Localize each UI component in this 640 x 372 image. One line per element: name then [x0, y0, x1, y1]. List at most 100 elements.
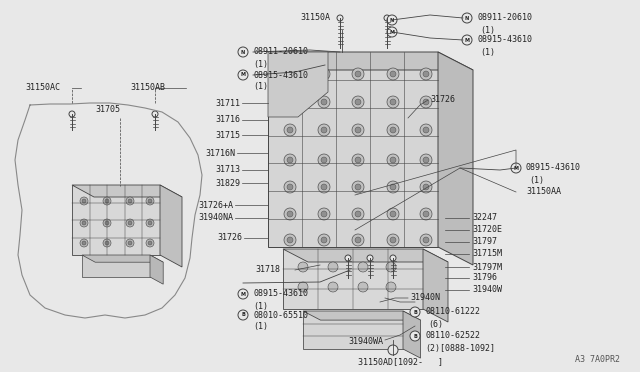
- Circle shape: [103, 219, 111, 227]
- Circle shape: [105, 241, 109, 245]
- Circle shape: [105, 221, 109, 225]
- Circle shape: [318, 181, 330, 193]
- Circle shape: [355, 211, 361, 217]
- Polygon shape: [303, 311, 403, 349]
- Circle shape: [355, 184, 361, 190]
- Text: M: M: [513, 166, 518, 170]
- Text: 31940N: 31940N: [410, 294, 440, 302]
- Circle shape: [345, 255, 351, 261]
- Circle shape: [352, 154, 364, 166]
- Text: 08915-43610: 08915-43610: [477, 35, 532, 45]
- Circle shape: [238, 310, 248, 320]
- Circle shape: [284, 96, 296, 108]
- Circle shape: [82, 221, 86, 225]
- Text: 08911-20610: 08911-20610: [253, 48, 308, 57]
- Text: 31150AD[1092-   ]: 31150AD[1092- ]: [358, 357, 443, 366]
- Polygon shape: [303, 311, 420, 320]
- Circle shape: [146, 219, 154, 227]
- Text: (6): (6): [428, 320, 443, 328]
- Text: M: M: [241, 73, 246, 77]
- Circle shape: [318, 234, 330, 246]
- Text: 08110-62522: 08110-62522: [425, 331, 480, 340]
- Circle shape: [284, 208, 296, 220]
- Circle shape: [410, 331, 420, 341]
- Circle shape: [287, 237, 293, 243]
- Circle shape: [387, 234, 399, 246]
- Text: 31829: 31829: [215, 179, 240, 187]
- Circle shape: [387, 27, 397, 37]
- Circle shape: [321, 211, 327, 217]
- Circle shape: [390, 255, 396, 261]
- Text: 31726: 31726: [430, 96, 455, 105]
- Text: 31715: 31715: [215, 131, 240, 140]
- Circle shape: [420, 68, 432, 80]
- Circle shape: [352, 181, 364, 193]
- Circle shape: [287, 211, 293, 217]
- Circle shape: [321, 237, 327, 243]
- Text: M: M: [465, 38, 470, 42]
- Text: 31713: 31713: [215, 166, 240, 174]
- Circle shape: [358, 282, 368, 292]
- Polygon shape: [268, 52, 438, 247]
- Circle shape: [321, 127, 327, 133]
- Circle shape: [352, 124, 364, 136]
- Circle shape: [284, 154, 296, 166]
- Circle shape: [420, 124, 432, 136]
- Circle shape: [103, 197, 111, 205]
- Circle shape: [287, 71, 293, 77]
- Circle shape: [355, 157, 361, 163]
- Polygon shape: [82, 255, 163, 262]
- Circle shape: [384, 15, 390, 21]
- Circle shape: [321, 184, 327, 190]
- Circle shape: [238, 47, 248, 57]
- Circle shape: [355, 71, 361, 77]
- Circle shape: [328, 262, 338, 272]
- Text: B: B: [413, 310, 417, 314]
- Polygon shape: [438, 52, 473, 265]
- Text: 31705: 31705: [95, 106, 120, 115]
- Circle shape: [128, 221, 132, 225]
- Text: B: B: [241, 312, 245, 317]
- Text: M: M: [390, 29, 394, 35]
- Circle shape: [358, 262, 368, 272]
- Text: 31726+A: 31726+A: [198, 201, 233, 209]
- Text: 31716N: 31716N: [205, 148, 235, 157]
- Text: 31796: 31796: [472, 273, 497, 282]
- Text: 32247: 32247: [472, 214, 497, 222]
- Circle shape: [238, 289, 248, 299]
- Text: (1): (1): [529, 176, 544, 185]
- Text: 31715M: 31715M: [472, 250, 502, 259]
- Circle shape: [298, 262, 308, 272]
- Circle shape: [462, 13, 472, 23]
- Circle shape: [287, 184, 293, 190]
- Circle shape: [386, 282, 396, 292]
- Circle shape: [148, 221, 152, 225]
- Circle shape: [355, 237, 361, 243]
- Polygon shape: [160, 185, 182, 267]
- Circle shape: [423, 71, 429, 77]
- Circle shape: [390, 127, 396, 133]
- Text: B: B: [413, 334, 417, 339]
- Text: 08010-65510: 08010-65510: [253, 311, 308, 320]
- Circle shape: [390, 237, 396, 243]
- Polygon shape: [72, 185, 160, 255]
- Text: (1): (1): [253, 301, 268, 311]
- Text: 31797: 31797: [472, 237, 497, 247]
- Text: 31940WA: 31940WA: [348, 337, 383, 346]
- Circle shape: [146, 239, 154, 247]
- Circle shape: [126, 219, 134, 227]
- Text: (1): (1): [253, 60, 268, 68]
- Text: M: M: [241, 292, 246, 296]
- Circle shape: [352, 96, 364, 108]
- Circle shape: [420, 234, 432, 246]
- Circle shape: [388, 345, 398, 355]
- Circle shape: [103, 239, 111, 247]
- Circle shape: [423, 184, 429, 190]
- Circle shape: [126, 197, 134, 205]
- Polygon shape: [82, 255, 150, 277]
- Text: 08915-43610: 08915-43610: [253, 71, 308, 80]
- Circle shape: [390, 99, 396, 105]
- Circle shape: [423, 157, 429, 163]
- Circle shape: [420, 96, 432, 108]
- Circle shape: [318, 96, 330, 108]
